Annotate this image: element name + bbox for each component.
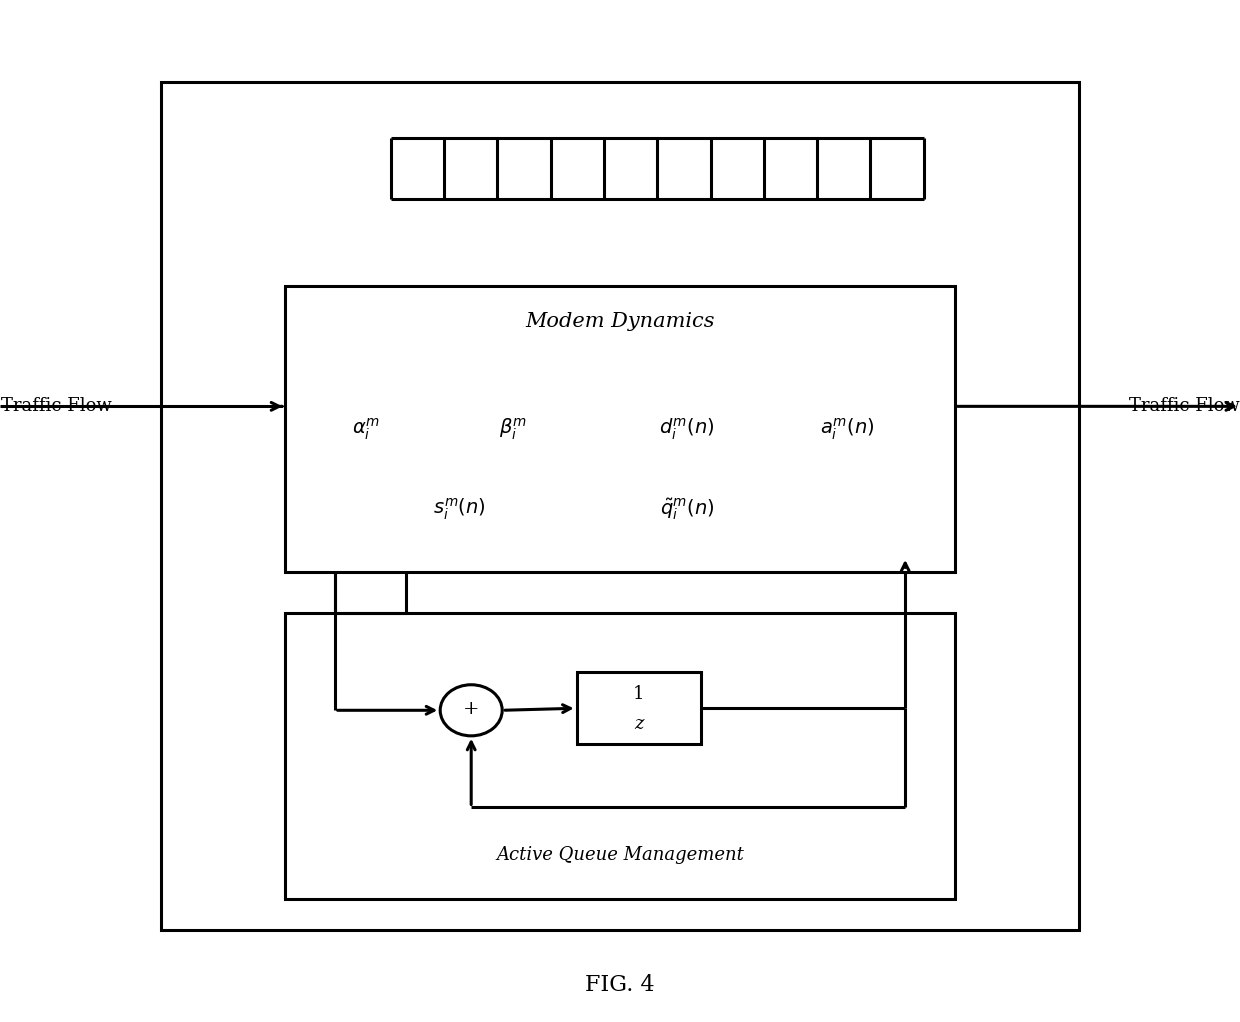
Text: Traffic Flow: Traffic Flow	[1130, 398, 1240, 415]
Text: Modem Dynamics: Modem Dynamics	[526, 312, 714, 331]
Bar	[161, 82, 1079, 930]
Bar	[285, 613, 955, 899]
Bar	[285, 286, 955, 572]
Text: 1: 1	[632, 685, 645, 703]
Text: FIG. 4: FIG. 4	[585, 974, 655, 996]
Text: z: z	[634, 715, 644, 733]
Text: $\alpha_i^m$: $\alpha_i^m$	[351, 417, 379, 442]
Text: $d_i^m(n)$: $d_i^m(n)$	[660, 417, 714, 442]
Bar	[577, 672, 701, 744]
Text: $\tilde{q}_i^m(n)$: $\tilde{q}_i^m(n)$	[660, 497, 714, 522]
Text: +: +	[463, 700, 480, 718]
Text: $\beta_i^m$: $\beta_i^m$	[498, 417, 527, 442]
Text: $a_i^m(n)$: $a_i^m(n)$	[821, 417, 875, 442]
Text: Traffic Flow: Traffic Flow	[1, 398, 112, 415]
Circle shape	[440, 685, 502, 736]
Text: $s_i^m(n)$: $s_i^m(n)$	[433, 497, 486, 522]
Text: Active Queue Management: Active Queue Management	[496, 845, 744, 864]
